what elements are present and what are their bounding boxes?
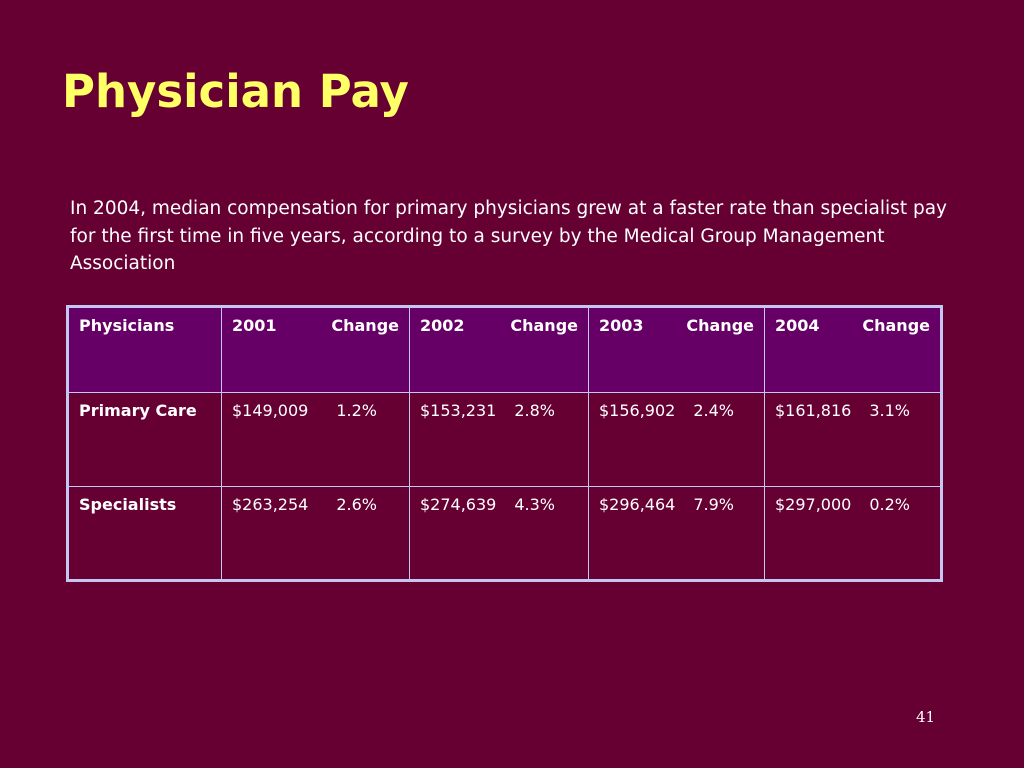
table-cell: $156,902 2.4% xyxy=(588,392,765,487)
header-change: Change xyxy=(862,316,930,335)
header-year: 2002 xyxy=(420,316,465,335)
table-cell: $161,816 3.1% xyxy=(764,392,942,487)
page-number: 41 xyxy=(916,708,936,726)
header-2003: 2003 Change xyxy=(588,306,765,393)
table-cell: $153,231 2.8% xyxy=(409,392,589,487)
table-row-specialists: Specialists $263,254 2.6% $274,639 4.3% … xyxy=(67,486,942,581)
table-cell: $149,009 1.2% xyxy=(221,392,410,487)
cell-change: 2.4% xyxy=(693,401,734,420)
header-2002: 2002 Change xyxy=(409,306,589,393)
row-label: Specialists xyxy=(67,486,222,581)
header-physicians: Physicians xyxy=(67,306,222,393)
cell-value: $274,639 xyxy=(420,495,497,514)
header-year: 2001 xyxy=(232,316,277,335)
row-label: Primary Care xyxy=(67,392,222,487)
table-cell: $274,639 4.3% xyxy=(409,486,589,581)
cell-value: $263,254 xyxy=(232,495,309,514)
cell-change: 4.3% xyxy=(514,495,555,514)
header-change: Change xyxy=(686,316,754,335)
cell-change: 1.2% xyxy=(336,401,377,420)
header-change: Change xyxy=(510,316,578,335)
physician-pay-table: Physicians 2001 Change 2002 Change 2003 … xyxy=(66,305,943,582)
header-2001: 2001 Change xyxy=(221,306,410,393)
table-cell: $263,254 2.6% xyxy=(221,486,410,581)
cell-value: $153,231 xyxy=(420,401,497,420)
intro-paragraph: In 2004, median compensation for primary… xyxy=(70,198,947,274)
table-header-row: Physicians 2001 Change 2002 Change 2003 … xyxy=(67,306,942,393)
header-year: 2004 xyxy=(775,316,820,335)
cell-change: 7.9% xyxy=(693,495,734,514)
header-year: 2003 xyxy=(599,316,644,335)
cell-change: 0.2% xyxy=(869,495,910,514)
table-cell: $297,000 0.2% xyxy=(764,486,942,581)
cell-change: 3.1% xyxy=(869,401,910,420)
table-row-primary-care: Primary Care $149,009 1.2% $153,231 2.8%… xyxy=(67,392,942,487)
cell-value: $297,000 xyxy=(775,495,852,514)
cell-value: $156,902 xyxy=(599,401,676,420)
slide-title: Physician Pay xyxy=(62,65,409,118)
table-cell: $296,464 7.9% xyxy=(588,486,765,581)
cell-change: 2.6% xyxy=(336,495,377,514)
cell-value: $149,009 xyxy=(232,401,309,420)
header-2004: 2004 Change xyxy=(764,306,942,393)
cell-value: $161,816 xyxy=(775,401,852,420)
header-change: Change xyxy=(331,316,399,335)
cell-change: 2.8% xyxy=(514,401,555,420)
cell-value: $296,464 xyxy=(599,495,676,514)
